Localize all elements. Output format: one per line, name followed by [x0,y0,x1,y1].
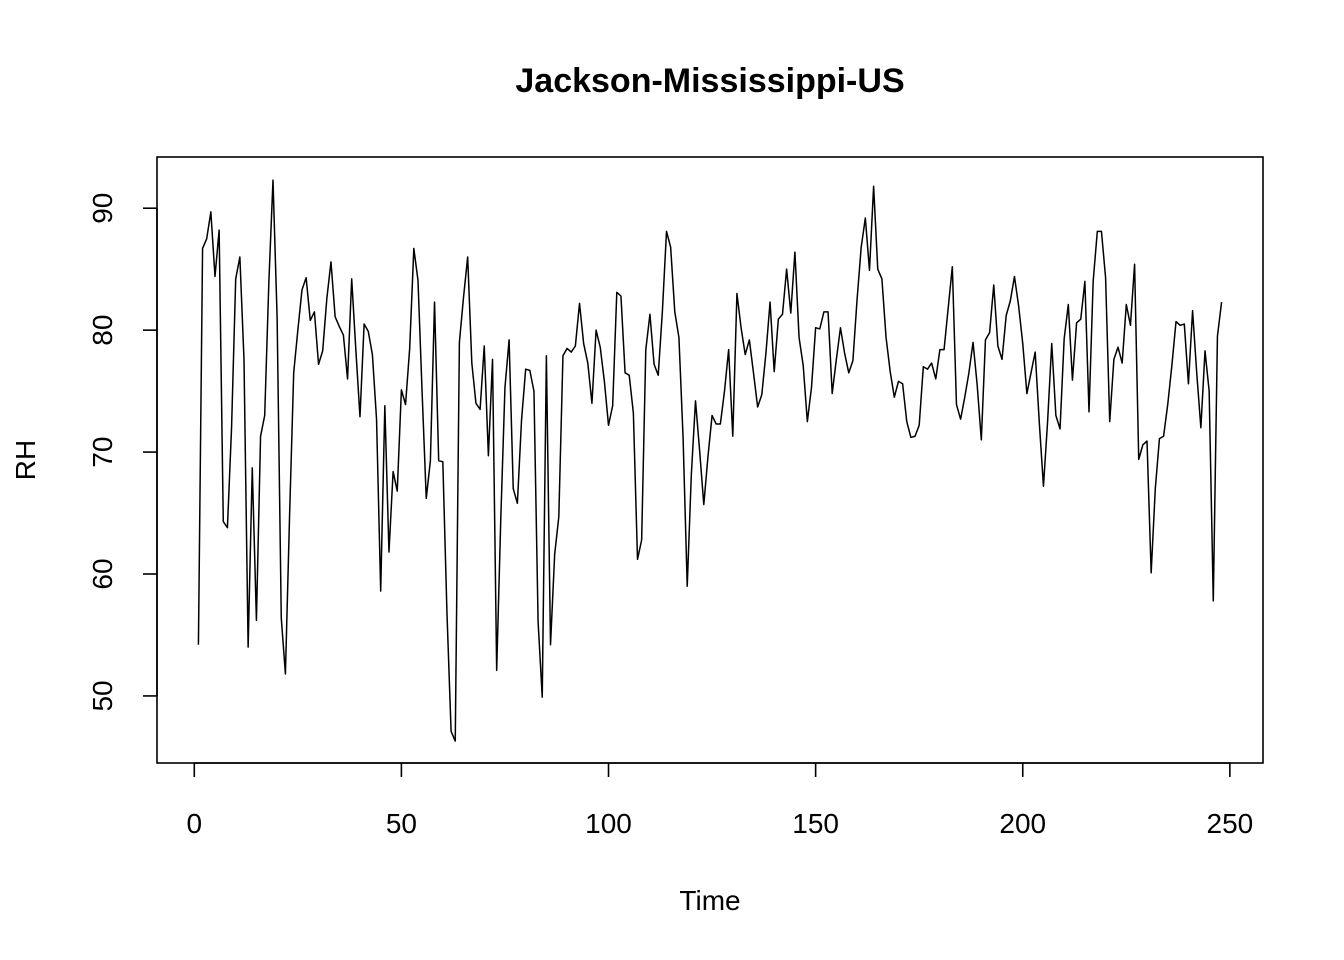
chart-title: Jackson-Mississippi-US [515,62,904,100]
series-line-1 [197,179,1223,742]
x-axis: 0 50 100 150 200 250 [186,762,1254,839]
x-tick-label: 0 [186,808,202,839]
plot-frame [156,156,1264,764]
x-tick-label: 50 [386,808,417,839]
y-tick-label: 90 [87,193,118,224]
x-tick-label: 100 [585,808,632,839]
y-tick-label: 60 [87,558,118,589]
y-axis-label: RH [10,440,41,480]
y-axis: 50 60 70 80 90 [87,193,158,712]
y-tick-label: 80 [87,315,118,346]
y-tick-label: 50 [87,680,118,711]
y-tick-label: 70 [87,436,118,467]
x-tick-label: 200 [999,808,1046,839]
x-axis-label: Time [679,885,740,916]
series-group [197,179,1223,742]
x-tick-label: 250 [1207,808,1254,839]
x-tick-label: 150 [792,808,839,839]
